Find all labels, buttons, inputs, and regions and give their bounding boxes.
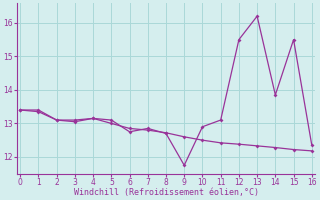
X-axis label: Windchill (Refroidissement éolien,°C): Windchill (Refroidissement éolien,°C) bbox=[74, 188, 259, 197]
